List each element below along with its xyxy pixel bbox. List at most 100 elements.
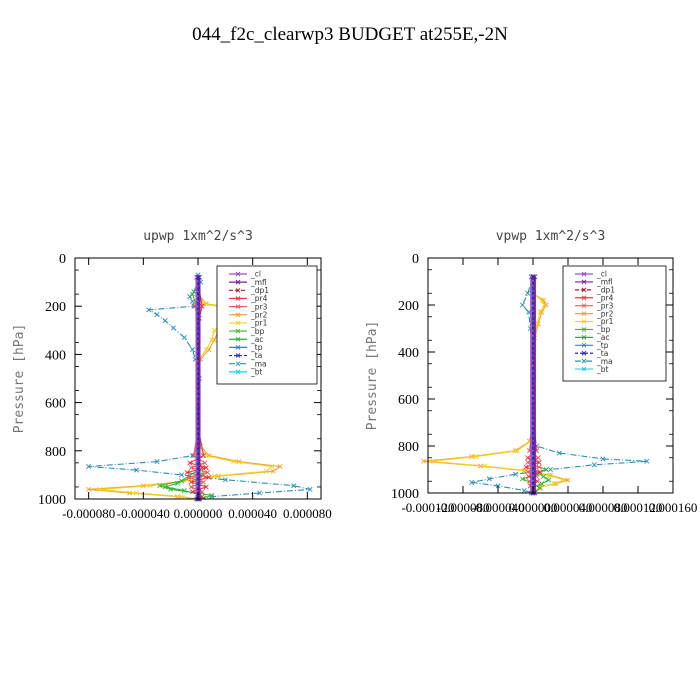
data-point	[97, 486, 103, 492]
legend-label: _ma	[250, 359, 267, 368]
data-point	[543, 466, 549, 473]
legend-label: _tp	[596, 341, 609, 350]
legend-marker	[581, 279, 587, 285]
legend-marker	[581, 295, 587, 301]
data-point	[591, 462, 597, 468]
data-point	[188, 465, 194, 471]
legend-item: _pr2	[575, 309, 614, 318]
legend-marker	[235, 369, 241, 375]
data-point	[190, 291, 196, 297]
data-point	[181, 488, 187, 494]
legend-item: _mfl	[229, 278, 267, 287]
data-point	[86, 486, 92, 492]
data-point	[188, 479, 194, 485]
legend-marker	[581, 287, 587, 293]
data-point	[519, 476, 526, 482]
x-tick-label: 0.000160	[649, 500, 698, 515]
legend-label: _ta	[250, 351, 262, 360]
data-point	[530, 274, 536, 280]
x-tick-label: 0.000000	[174, 506, 223, 521]
legend-label: _bt	[596, 365, 609, 374]
data-point	[199, 303, 205, 309]
data-point	[525, 459, 531, 465]
legend-marker	[235, 320, 241, 326]
data-point	[146, 307, 152, 313]
data-point	[512, 471, 519, 477]
legend-item: _bp	[229, 327, 265, 336]
data-point	[539, 481, 545, 487]
legend-item: _ta	[575, 349, 608, 358]
data-point	[179, 472, 185, 478]
data-point	[547, 466, 554, 473]
legend-item: _ta	[229, 351, 262, 360]
legend-item: _dp1	[575, 286, 615, 295]
data-point	[256, 490, 263, 496]
x-tick-label: 0.000120	[614, 500, 663, 515]
data-point	[514, 448, 520, 454]
data-point	[495, 483, 501, 489]
legend-label: _bp	[250, 327, 265, 336]
legend-marker	[581, 350, 587, 356]
data-point	[236, 459, 242, 465]
data-point	[537, 469, 543, 475]
legend-label: _pr3	[596, 301, 614, 310]
data-point	[154, 459, 160, 465]
panel-upwp: upwp 1xm^2/s^3 Pressure [hPa] 0 200 400 600 80…	[12, 229, 332, 521]
data-point	[269, 463, 275, 469]
legend-item: _ma	[229, 359, 267, 368]
legend-label: _pr2	[250, 310, 268, 319]
legend-item: _ac	[229, 335, 263, 344]
x-tick-label: 0.000000	[509, 500, 558, 515]
legend-item: _mfl	[575, 278, 613, 287]
data-point	[469, 479, 475, 485]
legend-item: _bt	[229, 368, 263, 377]
legend-item: _cl	[575, 270, 607, 279]
legend: _cl_mfl_dp1_pr4_pr3_pr2_pr1_bp_ac_tp_ta_…	[216, 265, 318, 385]
data-point	[541, 302, 547, 308]
data-point	[525, 290, 531, 296]
y-tick-label: 400	[398, 346, 419, 361]
legend-item: _ma	[575, 357, 613, 366]
legend-marker	[235, 304, 241, 309]
legend-marker	[235, 287, 241, 293]
data-point	[133, 467, 140, 473]
y-tick-label: 600	[45, 397, 66, 412]
legend-item: _pr3	[229, 302, 268, 311]
data-point	[133, 490, 140, 496]
data-point	[526, 309, 532, 315]
legend-label: _ac	[250, 335, 263, 344]
data-point	[291, 483, 297, 489]
legend-label: _mfl	[596, 278, 613, 287]
legend-label: _pr4	[596, 293, 614, 302]
panel-title: upwp 1xm^2/s^3	[143, 229, 253, 244]
legend-item: _ac	[575, 333, 609, 342]
data-point	[537, 309, 543, 315]
y-tick-label: 800	[398, 440, 419, 455]
legend-label: _pr1	[250, 319, 268, 328]
legend-item: _tp	[575, 341, 609, 350]
legend-label: _tp	[250, 343, 263, 352]
x-tick-label: 0.000080	[283, 506, 332, 521]
legend-item: _pr1	[575, 317, 614, 326]
data-point	[525, 469, 531, 475]
x-tick-label: -0.000120	[401, 500, 454, 515]
legend-label: _cl	[596, 270, 607, 279]
data-point	[157, 483, 163, 489]
data-point	[86, 463, 92, 469]
data-point	[187, 460, 193, 466]
data-point	[179, 494, 185, 500]
legend-marker	[581, 303, 587, 309]
data-point	[307, 486, 313, 492]
data-point	[526, 474, 532, 480]
legend-marker	[581, 311, 587, 316]
data-point	[205, 469, 211, 476]
legend-item: _pr3	[575, 301, 614, 310]
data-point	[170, 325, 176, 331]
legend-label: _pr4	[250, 294, 268, 303]
legend-label: _dp1	[250, 286, 269, 295]
data-point	[211, 473, 217, 479]
data-point	[202, 460, 208, 466]
data-point	[536, 464, 542, 470]
y-axis-label: Pressure [hPa]	[12, 324, 27, 434]
data-point	[421, 458, 427, 464]
